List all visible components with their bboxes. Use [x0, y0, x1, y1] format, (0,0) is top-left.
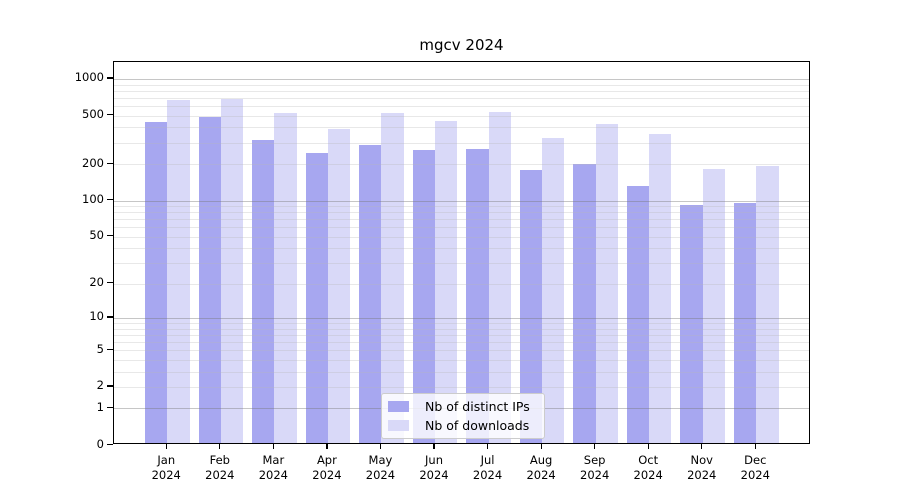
x-tick-label-jan: Jan 2024 — [151, 453, 181, 482]
y-tick-mark-2 — [107, 385, 113, 387]
x-tick-mark-jun — [433, 444, 435, 449]
bar-distinct-ips-jun — [412, 150, 435, 443]
x-tick-mark-oct — [647, 444, 649, 449]
y-tick-label-500: 500 — [82, 107, 104, 122]
gridline-700 — [114, 97, 809, 99]
bar-downloads-dec — [756, 165, 779, 443]
y-tick-label-2: 2 — [96, 378, 104, 393]
y-tick-mark-5 — [107, 348, 113, 350]
x-tick-label-jul: Jul 2024 — [472, 453, 503, 482]
chart-title: mgcv 2024 — [419, 36, 504, 54]
y-tick-label-1: 1 — [96, 399, 104, 414]
y-tick-label-50: 50 — [89, 228, 104, 243]
y-tick-label-0: 0 — [96, 436, 104, 451]
bar-downloads-feb — [220, 98, 244, 443]
x-tick-mark-aug — [540, 444, 542, 449]
x-tick-label-oct: Oct 2024 — [633, 453, 663, 482]
gridline-800 — [114, 90, 809, 92]
bar-downloads-may — [381, 113, 404, 443]
y-tick-mark-0 — [107, 443, 113, 445]
x-tick-label-jun: Jun 2024 — [419, 453, 449, 482]
x-tick-mark-dec — [754, 444, 756, 449]
y-tick-label-200: 200 — [82, 155, 104, 170]
x-tick-mark-sep — [594, 444, 596, 449]
bar-distinct-ips-apr — [305, 153, 328, 443]
bar-distinct-ips-sep — [573, 163, 596, 443]
x-tick-label-sep: Sep 2024 — [580, 453, 610, 482]
x-tick-label-feb: Feb 2024 — [205, 453, 235, 482]
bar-distinct-ips-dec — [734, 202, 757, 443]
legend-swatch-distinct-ips — [388, 401, 409, 412]
legend: Nb of distinct IPs Nb of downloads — [381, 393, 545, 439]
x-tick-label-nov: Nov 2024 — [687, 453, 717, 482]
bar-distinct-ips-jan — [144, 122, 168, 443]
x-tick-label-dec: Dec 2024 — [740, 453, 770, 482]
bar-downloads-jun — [435, 121, 458, 443]
bar-downloads-nov — [702, 169, 726, 443]
y-tick-mark-1000 — [107, 77, 113, 79]
bar-distinct-ips-mar — [252, 139, 275, 443]
gridline-1000 — [114, 78, 809, 80]
bar-downloads-jul — [488, 112, 511, 443]
bar-downloads-jan — [167, 99, 190, 443]
x-tick-mark-apr — [326, 444, 328, 449]
bar-downloads-sep — [595, 123, 618, 443]
bar-downloads-aug — [542, 137, 565, 443]
x-tick-mark-nov — [701, 444, 703, 449]
y-tick-mark-200 — [107, 162, 113, 164]
x-tick-label-apr: Apr 2024 — [312, 453, 342, 482]
x-tick-mark-feb — [219, 444, 221, 449]
x-tick-mark-may — [379, 444, 382, 449]
legend-item-downloads: Nb of downloads — [388, 418, 536, 433]
x-tick-mark-jul — [486, 444, 489, 449]
x-tick-label-mar: Mar 2024 — [258, 453, 288, 482]
gridline-900 — [114, 84, 809, 86]
x-tick-mark-jan — [165, 444, 167, 449]
x-tick-label-may: May 2024 — [365, 453, 396, 482]
y-tick-mark-20 — [107, 282, 113, 284]
x-tick-mark-mar — [272, 444, 275, 449]
y-tick-label-20: 20 — [89, 275, 104, 290]
bar-distinct-ips-nov — [680, 204, 703, 443]
bar-downloads-oct — [649, 133, 672, 443]
legend-swatch-downloads — [388, 420, 409, 431]
bar-distinct-ips-oct — [626, 185, 650, 443]
y-tick-label-100: 100 — [82, 191, 104, 206]
bar-downloads-mar — [274, 112, 297, 443]
plot-area: Nb of distinct IPs Nb of downloads — [113, 61, 810, 444]
x-tick-label-aug: Aug 2024 — [526, 453, 556, 482]
bar-distinct-ips-aug — [519, 170, 543, 443]
y-tick-label-1000: 1000 — [74, 70, 104, 85]
y-tick-mark-1 — [107, 406, 113, 409]
y-tick-mark-500 — [107, 114, 113, 116]
legend-label-distinct-ips: Nb of distinct IPs — [425, 399, 530, 414]
bar-distinct-ips-jul — [466, 148, 489, 443]
bar-distinct-ips-feb — [198, 117, 221, 443]
y-tick-mark-100 — [107, 198, 113, 201]
bar-distinct-ips-may — [359, 144, 382, 443]
y-tick-mark-50 — [107, 235, 113, 237]
y-tick-label-10: 10 — [89, 309, 104, 324]
bar-downloads-apr — [327, 129, 351, 443]
y-tick-label-5: 5 — [96, 341, 104, 356]
y-tick-mark-10 — [107, 316, 113, 318]
legend-item-distinct-ips: Nb of distinct IPs — [388, 399, 536, 414]
gridline-600 — [114, 106, 809, 107]
legend-label-downloads: Nb of downloads — [425, 418, 530, 433]
